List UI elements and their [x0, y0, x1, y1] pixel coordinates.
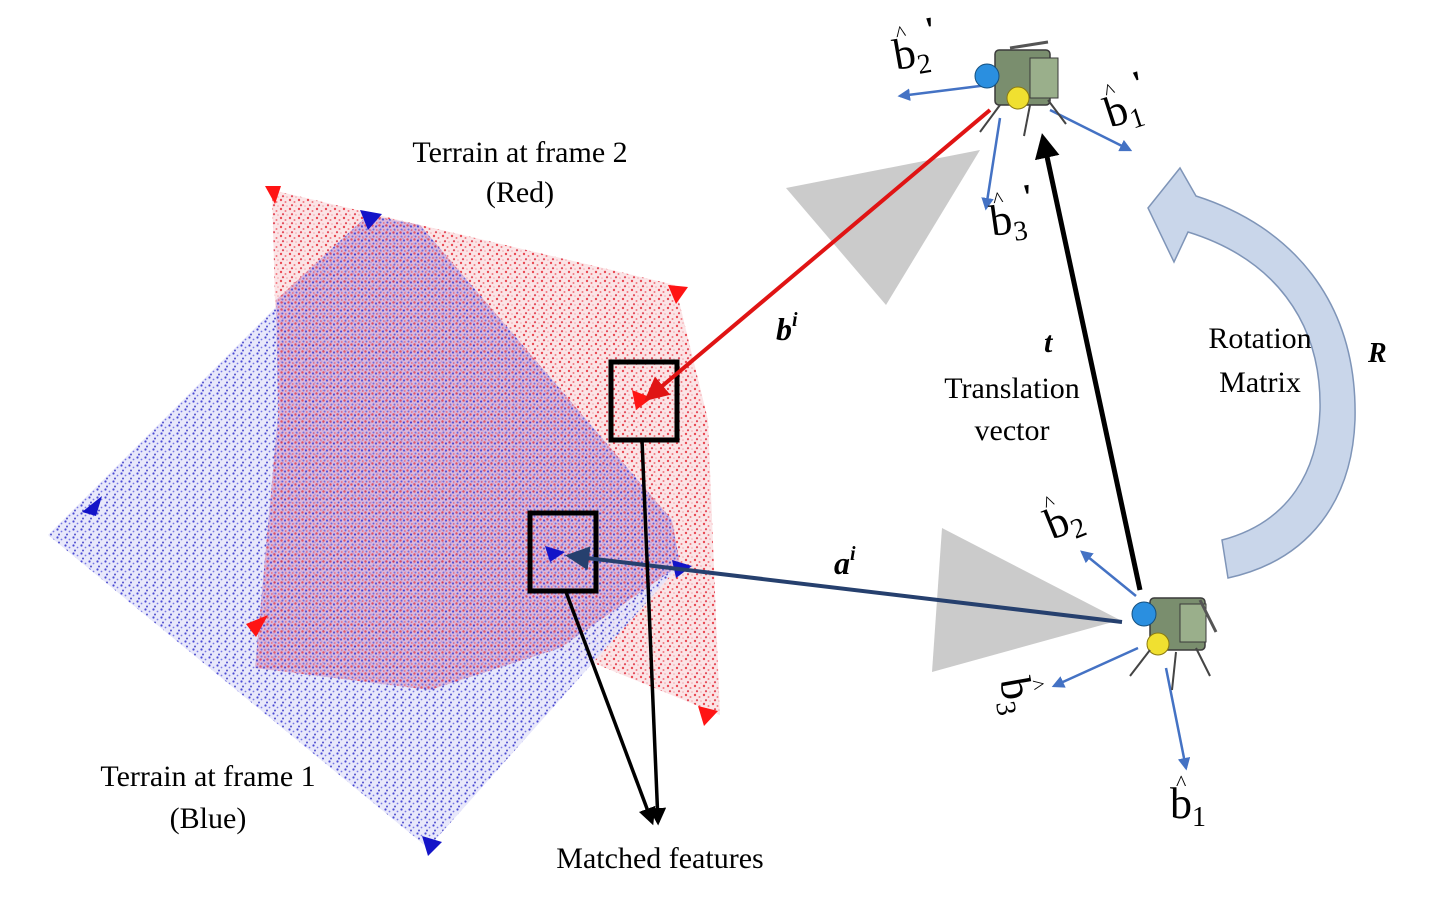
blue-corner-marker — [422, 836, 442, 856]
lander-tank-yellow — [1146, 632, 1170, 656]
rotation-label-line1: Rotation — [1208, 322, 1311, 355]
lander-leg — [1171, 651, 1177, 691]
lander-leg — [979, 104, 1001, 133]
lander-leg — [1195, 647, 1211, 677]
svg-text:^: ^ — [991, 186, 1005, 212]
blue-corner-marker — [360, 210, 382, 230]
blue-feature-marker — [545, 546, 565, 562]
axis-label-b3-prime: ^ b3' — [987, 176, 1036, 248]
sensor-cone-frame2 — [786, 150, 980, 305]
vector-b-arrow — [644, 108, 992, 402]
translation-label-line2: vector — [975, 414, 1050, 447]
vector-t-label: t — [1044, 326, 1054, 359]
leader-line — [564, 591, 656, 826]
axis-b3-arrow — [1051, 646, 1139, 688]
spacecraft-frame2 — [897, 40, 1133, 211]
lander-panel — [1029, 57, 1059, 99]
svg-text:b3: b3 — [985, 673, 1044, 718]
rotation-arrow — [1147, 166, 1356, 579]
terrain-frame1-label: Terrain at frame 1 — [100, 760, 315, 793]
lander-tank-blue — [1131, 601, 1157, 627]
lander-antenna — [1198, 599, 1218, 633]
lander-leg — [1023, 104, 1031, 137]
red-corner-marker — [668, 285, 688, 304]
red-feature-marker — [632, 390, 652, 410]
red-corner-marker — [698, 706, 718, 726]
axis-b1-arrow — [1164, 667, 1191, 771]
lander-leg — [1129, 649, 1151, 677]
axis-label-b1-prime: ^ b1' — [1093, 62, 1158, 142]
lander-panel — [1179, 603, 1207, 643]
svg-text:b1': b1' — [1093, 62, 1158, 142]
feature-box-frame1 — [527, 510, 599, 594]
sensor-cone-frame1 — [932, 528, 1120, 672]
translation-label-line1: Translation — [944, 372, 1080, 405]
axis-label-b1: ^ b1 — [1170, 770, 1206, 833]
blue-corner-marker — [82, 496, 102, 516]
rotation-symbol: R — [1367, 338, 1387, 369]
matched-features — [527, 359, 680, 594]
leader-line — [640, 439, 667, 826]
vector-a-arrow — [565, 546, 1123, 624]
vector-b-label: bi — [776, 309, 798, 347]
terrain-frame2-color-label: (Red) — [486, 176, 554, 209]
lander-antenna — [1009, 40, 1049, 50]
lander-leg — [1047, 99, 1067, 125]
axis-label-b2-prime: ^ b2' — [887, 9, 944, 85]
spacecraft-frame1 — [1051, 550, 1218, 771]
svg-text:b1: b1 — [1170, 779, 1206, 833]
svg-text:^: ^ — [1176, 770, 1187, 795]
terrain-frame2-label: Terrain at frame 2 — [412, 136, 627, 169]
red-corner-marker — [246, 615, 268, 637]
matched-features-label: Matched features — [556, 842, 763, 875]
terrain-frame1-color-label: (Blue) — [170, 802, 247, 835]
lander-tank-blue — [974, 63, 1000, 89]
rotation-label-line2: Matrix — [1219, 366, 1301, 399]
vector-a-label: ai — [834, 543, 856, 581]
axis-b1-prime-arrow — [1049, 108, 1133, 152]
axis-label-b3: ^ b3 — [985, 673, 1050, 718]
terrain-overlap-region — [255, 215, 680, 690]
axis-b3-prime-arrow — [981, 117, 1002, 211]
lander-tank-yellow — [1006, 86, 1030, 110]
terrain-clouds — [48, 186, 720, 856]
svg-text:b2': b2' — [887, 9, 944, 85]
svg-text:b2: b2 — [1037, 490, 1091, 554]
translation-vector-arrow — [1034, 133, 1143, 591]
red-corner-marker — [265, 186, 281, 204]
axis-b2-arrow — [1080, 550, 1137, 597]
axis-label-b2: ^ b2 — [1037, 489, 1091, 554]
feature-box-frame2 — [608, 359, 680, 443]
